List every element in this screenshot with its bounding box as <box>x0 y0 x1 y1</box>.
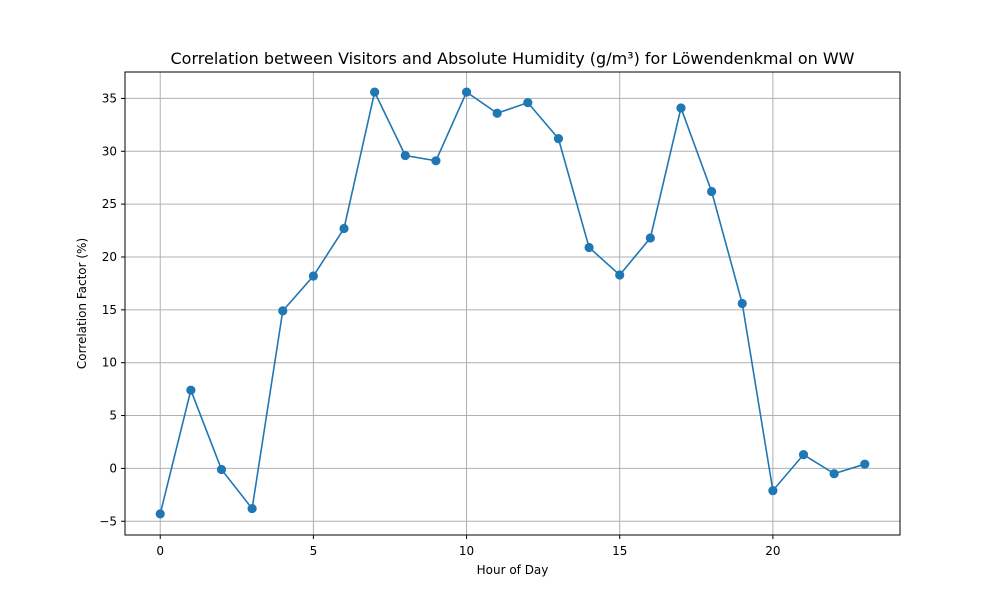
data-point <box>829 469 839 479</box>
data-point <box>584 242 594 253</box>
y-tick-label: 15 <box>102 303 117 317</box>
data-point <box>707 186 717 197</box>
y-axis-label: Correlation Factor (%) <box>75 238 89 369</box>
grid-layer <box>125 72 900 535</box>
data-point <box>860 459 870 469</box>
data-point <box>400 150 410 161</box>
series-line <box>159 89 866 515</box>
data-point <box>523 98 533 108</box>
data-point <box>737 298 747 309</box>
data-point <box>645 233 655 243</box>
data-point <box>431 156 441 166</box>
x-tick-label: 20 <box>765 544 780 558</box>
chart-title: Correlation between Visitors and Absolut… <box>171 49 855 68</box>
data-point <box>278 306 288 316</box>
x-tick-label: 0 <box>156 544 164 558</box>
x-tick-label: 15 <box>612 544 627 558</box>
y-tick-label: 30 <box>102 144 117 158</box>
x-tick-label: 5 <box>310 544 318 558</box>
data-point <box>798 450 809 460</box>
x-tick-label: 10 <box>459 544 474 558</box>
y-tick-label: 0 <box>109 461 117 475</box>
y-tick-label: 10 <box>102 356 117 370</box>
data-point <box>155 509 165 519</box>
data-point <box>461 87 472 97</box>
data-point <box>247 503 257 514</box>
plot-frame <box>124 71 901 536</box>
data-point <box>676 103 686 113</box>
data-point <box>339 223 349 234</box>
y-axis-ticks: −5 0 5 10 15 20 25 30 35 <box>99 91 125 528</box>
data-markers <box>155 87 870 519</box>
data-point <box>768 485 778 496</box>
data-point <box>492 108 502 118</box>
y-tick-label: −5 <box>99 514 117 528</box>
data-point <box>615 270 625 280</box>
x-axis-ticks: 0 5 10 15 20 <box>156 535 781 558</box>
y-tick-label: 20 <box>102 250 117 264</box>
x-axis-label: Hour of Day <box>477 563 549 577</box>
y-tick-label: 35 <box>102 91 117 105</box>
data-point <box>553 134 564 144</box>
y-tick-label: 5 <box>109 409 117 423</box>
y-tick-label: 25 <box>102 197 117 211</box>
data-point <box>186 385 196 395</box>
data-point <box>370 87 380 97</box>
data-point <box>216 464 227 475</box>
data-point <box>308 271 318 281</box>
